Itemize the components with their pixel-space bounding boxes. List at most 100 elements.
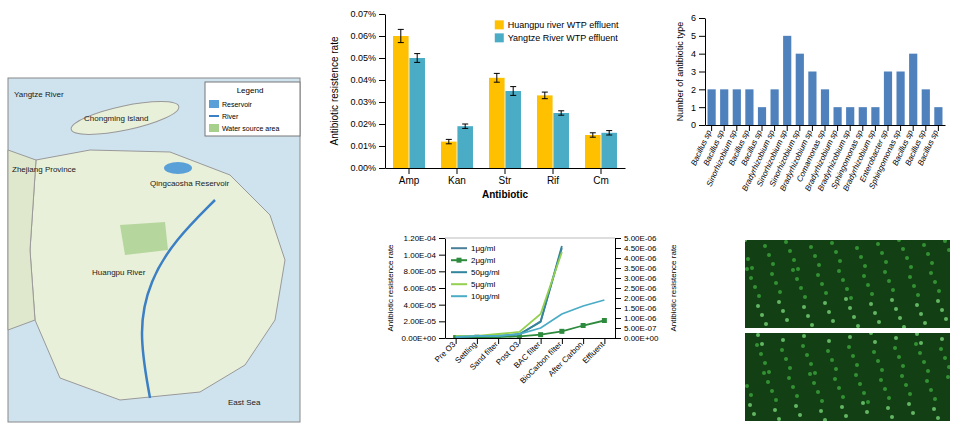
tick-mark	[699, 18, 705, 19]
tick-mark	[615, 288, 621, 289]
legend-swatch	[451, 247, 467, 249]
sem-texture	[854, 373, 858, 377]
sem-texture	[922, 360, 926, 364]
tick-label: Str	[499, 175, 512, 186]
sem-texture	[893, 346, 897, 350]
error-bar	[558, 111, 564, 115]
tick-label: 6	[691, 13, 696, 23]
sem-texture	[904, 383, 908, 387]
tick-mark	[615, 318, 621, 319]
tick-label: 3.50E-06	[624, 264, 657, 273]
bar	[441, 142, 457, 168]
sem-texture	[823, 301, 827, 305]
tick: 0.04%	[350, 75, 385, 85]
tick-mark	[519, 338, 520, 344]
sem-texture	[932, 407, 936, 411]
sem-texture	[858, 382, 862, 386]
sem-texture	[785, 318, 789, 322]
sem-background	[745, 240, 950, 328]
tick-label: 3.00E-06	[624, 274, 657, 283]
sem-texture	[788, 366, 792, 370]
bar	[896, 72, 904, 126]
sem-texture	[847, 345, 851, 349]
tick-mark	[615, 328, 621, 329]
map-land	[8, 150, 36, 330]
tick-label: 0.00%	[350, 163, 376, 173]
sem-texture	[745, 240, 747, 242]
tick: 3	[691, 67, 705, 77]
sem-texture	[946, 375, 950, 379]
sem-texture	[749, 393, 753, 397]
sem-texture	[801, 344, 805, 348]
sem-texture	[894, 307, 898, 311]
sem-texture	[773, 408, 777, 412]
sem-texture	[908, 275, 912, 279]
error-bar	[446, 139, 452, 143]
sem-texture	[762, 371, 766, 375]
sem-texture	[880, 251, 884, 255]
sem-texture	[752, 412, 756, 416]
tick-mark	[379, 146, 385, 147]
tick-mark	[925, 125, 926, 131]
map-reservoir	[164, 162, 192, 174]
axis-title: Number of antibiotic type	[675, 22, 685, 122]
tick-mark	[562, 338, 563, 344]
sem-texture	[770, 272, 774, 276]
tick: 1	[691, 103, 705, 113]
sem-texture	[831, 319, 835, 323]
tick-mark	[699, 125, 705, 126]
bar	[553, 113, 569, 168]
sem-texture	[781, 309, 785, 313]
tick-mark	[699, 89, 705, 90]
bar	[585, 135, 601, 168]
map-panel: Yangtze RiverChongming IslandZhejiang Pr…	[8, 78, 300, 422]
tick: 4	[691, 49, 705, 59]
tick-mark	[553, 168, 554, 174]
tick-mark	[439, 238, 445, 239]
sem-texture	[791, 268, 795, 272]
bar	[489, 78, 505, 168]
tick: 0.06%	[350, 31, 385, 41]
tick-label: 2	[691, 85, 696, 95]
x-axis: Pre O3SettlingSand filterPost O3BAC filt…	[433, 338, 615, 385]
x-axis-line	[446, 338, 616, 339]
tick-mark	[379, 102, 385, 103]
y-axis: 0.00%0.01%0.02%0.03%0.04%0.05%0.06%0.07%	[350, 9, 385, 173]
sem-texture	[802, 305, 806, 309]
tick: 2.00E-06	[615, 294, 657, 303]
sem-texture	[798, 413, 802, 417]
sem-texture	[802, 334, 806, 338]
sem-texture	[755, 343, 759, 347]
x-axis: AmpKanStrRifCm	[386, 168, 626, 186]
sem-texture	[809, 245, 813, 249]
map-legend-swatch	[209, 124, 219, 132]
sem-texture	[925, 379, 929, 383]
error-bar	[606, 131, 612, 135]
sem-texture	[886, 406, 890, 410]
tick-mark	[615, 238, 621, 239]
sem-texture	[745, 384, 749, 388]
tick: 5	[691, 31, 705, 41]
error-bar	[590, 133, 596, 137]
tick-label: 2.00E-06	[624, 294, 657, 303]
tick-mark	[439, 271, 445, 272]
sem-texture	[897, 355, 901, 359]
bar	[859, 107, 867, 125]
sem-texture	[915, 303, 919, 307]
tick-mark	[862, 125, 863, 131]
bar	[808, 72, 816, 126]
sem-texture	[830, 241, 834, 245]
sem-texture	[930, 261, 934, 265]
sem-texture	[933, 280, 937, 284]
sem-texture	[947, 365, 950, 369]
tick-mark	[615, 308, 621, 309]
sem-texture	[756, 333, 760, 337]
sem-texture	[901, 247, 905, 251]
sem-texture	[845, 287, 849, 291]
sem-texture	[795, 277, 799, 281]
map-legend-title: Legend	[237, 86, 264, 95]
sem-texture	[749, 276, 753, 280]
sem-texture	[840, 405, 844, 409]
tick-mark	[799, 125, 800, 131]
map-legend-label: River	[222, 113, 239, 120]
